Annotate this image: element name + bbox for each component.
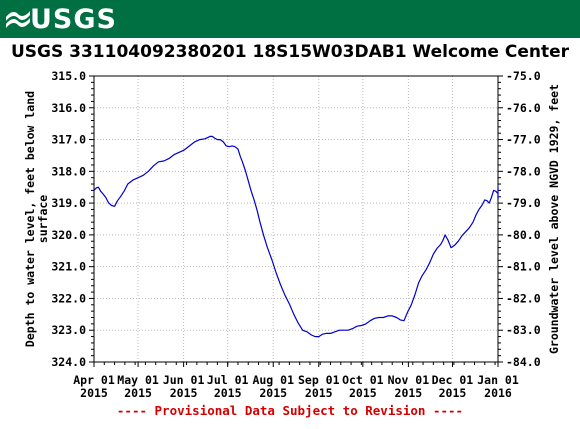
x-tick-label-year: 2015 bbox=[80, 386, 108, 400]
x-tick-label-year: 2015 bbox=[170, 386, 198, 400]
x-tick-label-year: 2015 bbox=[259, 386, 287, 400]
y-tick-label-left: 320.0 bbox=[51, 228, 86, 242]
x-tick-label-month: Dec 01 bbox=[432, 373, 474, 387]
y-tick-label-left: 323.0 bbox=[51, 323, 86, 337]
usgs-logo-icon bbox=[6, 11, 30, 28]
x-tick-label-month: Oct 01 bbox=[342, 373, 384, 387]
y-tick-label-right: -81.0 bbox=[506, 260, 541, 274]
plot-frame bbox=[93, 75, 499, 363]
y-axis-label-left: Depth to water level, feet below landsur… bbox=[23, 91, 50, 347]
y-tick-label-left: 319.0 bbox=[51, 196, 86, 210]
x-tick-label-month: Nov 01 bbox=[388, 373, 430, 387]
y-tick-label-right: -75.0 bbox=[506, 69, 541, 83]
y-tick-label-right: -77.0 bbox=[506, 133, 541, 147]
x-tick-label-month: May 01 bbox=[117, 373, 159, 387]
chart-title: USGS 331104092380201 18S15W03DAB1 Welcom… bbox=[10, 42, 570, 62]
y-tick-label-right: -76.0 bbox=[506, 101, 541, 115]
y-tick-label-left: 318.0 bbox=[51, 164, 86, 178]
x-tick-label-month: Aug 01 bbox=[252, 373, 294, 387]
x-tick-label-month: Jan 01 bbox=[477, 373, 519, 387]
x-tick-label-month: Jun 01 bbox=[163, 373, 205, 387]
series-line-water-level bbox=[93, 135, 499, 338]
y-tick-label-left: 321.0 bbox=[51, 260, 86, 274]
y-tick-label-left: 317.0 bbox=[51, 133, 86, 147]
usgs-header-bar: USGS bbox=[0, 0, 580, 38]
usgs-logo-text: USGS bbox=[30, 4, 117, 35]
x-tick-label-month: Jul 01 bbox=[207, 373, 249, 387]
y-tick-label-right: -78.0 bbox=[506, 164, 541, 178]
x-tick-label-year: 2016 bbox=[484, 386, 512, 400]
y-tick-label-right: -84.0 bbox=[506, 355, 541, 369]
y-tick-label-right: -79.0 bbox=[506, 196, 541, 210]
x-tick-label-month: Apr 01 bbox=[73, 373, 115, 387]
y-tick-label-left: 324.0 bbox=[51, 355, 86, 369]
y-tick-label-left: 322.0 bbox=[51, 291, 86, 305]
y-tick-label-right: -83.0 bbox=[506, 323, 541, 337]
x-tick-label-year: 2015 bbox=[305, 386, 333, 400]
x-tick-label-year: 2015 bbox=[439, 386, 467, 400]
y-tick-label-left: 315.0 bbox=[51, 69, 86, 83]
provisional-data-notice: ---- Provisional Data Subject to Revisio… bbox=[116, 403, 464, 418]
x-tick-label-year: 2015 bbox=[395, 386, 423, 400]
x-tick-label-month: Sep 01 bbox=[298, 373, 340, 387]
y-axis-label-right: Groundwater level above NGVD 1929, feet bbox=[547, 84, 561, 354]
x-tick-label-year: 2015 bbox=[124, 386, 152, 400]
x-tick-label-year: 2015 bbox=[349, 386, 377, 400]
y-tick-label-right: -80.0 bbox=[506, 228, 541, 242]
x-tick-label-year: 2015 bbox=[214, 386, 242, 400]
y-tick-label-right: -82.0 bbox=[506, 291, 541, 305]
y-tick-label-left: 316.0 bbox=[51, 101, 86, 115]
